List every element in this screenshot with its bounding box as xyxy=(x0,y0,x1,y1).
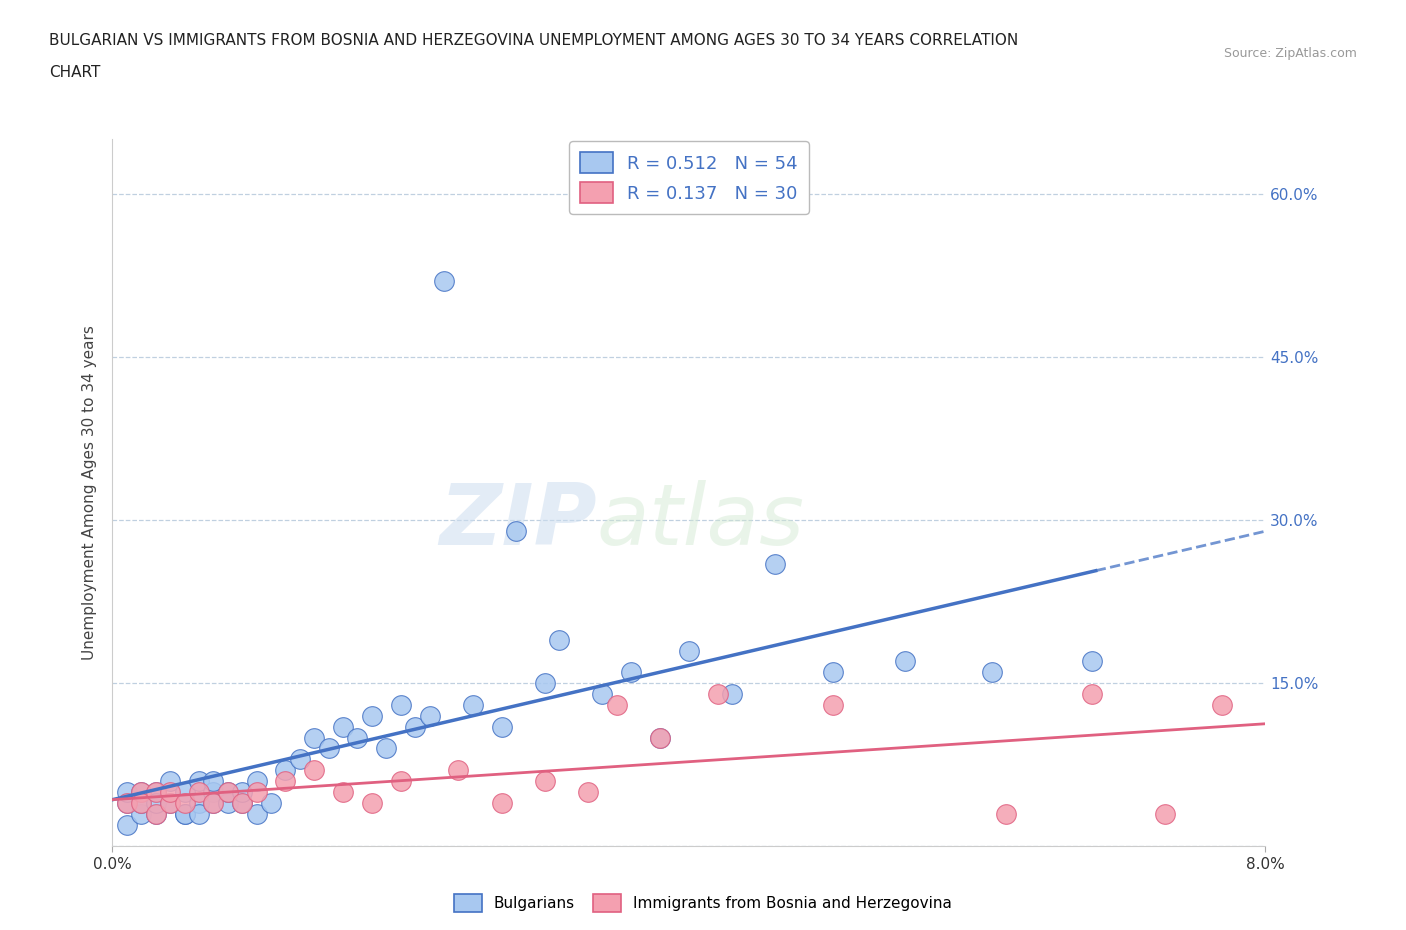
Point xyxy=(894,654,917,669)
Point xyxy=(765,556,787,571)
Point xyxy=(1081,654,1104,669)
Point xyxy=(447,763,470,777)
Point xyxy=(505,524,527,538)
Y-axis label: Unemployment Among Ages 30 to 34 years: Unemployment Among Ages 30 to 34 years xyxy=(82,326,97,660)
Point xyxy=(173,785,195,800)
Point xyxy=(288,751,311,766)
Point xyxy=(707,686,730,701)
Point xyxy=(231,795,253,810)
Point xyxy=(592,686,614,701)
Point xyxy=(404,719,426,734)
Point xyxy=(332,785,354,800)
Point xyxy=(115,785,138,800)
Point xyxy=(389,774,412,789)
Point xyxy=(533,676,555,691)
Point xyxy=(678,644,700,658)
Point xyxy=(1081,686,1104,701)
Point xyxy=(346,730,368,745)
Point xyxy=(159,795,181,810)
Point xyxy=(245,785,267,800)
Point xyxy=(115,795,138,810)
Point xyxy=(332,719,354,734)
Point xyxy=(274,763,297,777)
Point xyxy=(648,730,672,745)
Text: ZIP: ZIP xyxy=(439,480,596,563)
Point xyxy=(173,795,195,810)
Point xyxy=(173,806,195,821)
Point xyxy=(159,785,181,800)
Point xyxy=(129,785,153,800)
Point xyxy=(217,795,239,810)
Text: Source: ZipAtlas.com: Source: ZipAtlas.com xyxy=(1223,46,1357,60)
Point xyxy=(129,795,153,810)
Point xyxy=(419,709,441,724)
Point xyxy=(274,774,297,789)
Point xyxy=(491,795,513,810)
Point xyxy=(129,806,153,821)
Legend: R = 0.512   N = 54, R = 0.137   N = 30: R = 0.512 N = 54, R = 0.137 N = 30 xyxy=(569,141,808,214)
Point xyxy=(115,795,138,810)
Point xyxy=(217,785,239,800)
Point xyxy=(188,795,211,810)
Point xyxy=(821,665,844,680)
Point xyxy=(145,806,167,821)
Point xyxy=(245,806,267,821)
Point xyxy=(188,785,211,800)
Point xyxy=(461,698,484,712)
Point xyxy=(231,785,253,800)
Legend: Bulgarians, Immigrants from Bosnia and Herzegovina: Bulgarians, Immigrants from Bosnia and H… xyxy=(449,888,957,918)
Point xyxy=(360,709,382,724)
Point xyxy=(491,719,513,734)
Point xyxy=(188,774,211,789)
Point xyxy=(159,795,181,810)
Point xyxy=(606,698,628,712)
Point xyxy=(173,806,195,821)
Point xyxy=(1153,806,1175,821)
Point xyxy=(375,741,398,756)
Point xyxy=(202,785,225,800)
Point xyxy=(548,632,571,647)
Point xyxy=(217,785,239,800)
Point xyxy=(202,774,225,789)
Point xyxy=(995,806,1018,821)
Point xyxy=(821,698,844,712)
Point xyxy=(145,806,167,821)
Point xyxy=(576,785,599,800)
Point xyxy=(159,774,181,789)
Point xyxy=(360,795,382,810)
Text: BULGARIAN VS IMMIGRANTS FROM BOSNIA AND HERZEGOVINA UNEMPLOYMENT AMONG AGES 30 T: BULGARIAN VS IMMIGRANTS FROM BOSNIA AND … xyxy=(49,33,1018,47)
Point xyxy=(145,795,167,810)
Point xyxy=(145,785,167,800)
Point xyxy=(318,741,340,756)
Point xyxy=(245,774,267,789)
Point xyxy=(304,730,326,745)
Point xyxy=(188,806,211,821)
Text: CHART: CHART xyxy=(49,65,101,80)
Point xyxy=(129,795,153,810)
Point xyxy=(202,795,225,810)
Point xyxy=(129,785,153,800)
Point xyxy=(980,665,1002,680)
Point xyxy=(202,795,225,810)
Point xyxy=(115,817,138,832)
Text: atlas: atlas xyxy=(596,480,804,563)
Point xyxy=(389,698,412,712)
Point xyxy=(231,795,253,810)
Point xyxy=(721,686,744,701)
Point xyxy=(648,730,672,745)
Point xyxy=(145,785,167,800)
Point xyxy=(1211,698,1233,712)
Point xyxy=(260,795,283,810)
Point xyxy=(620,665,643,680)
Point xyxy=(304,763,326,777)
Point xyxy=(433,273,456,288)
Point xyxy=(533,774,555,789)
